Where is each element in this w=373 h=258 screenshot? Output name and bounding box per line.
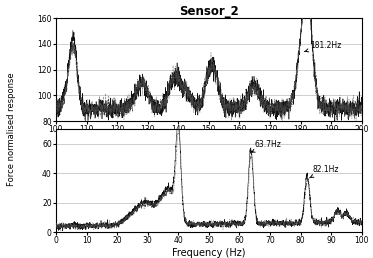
Text: 181.2Hz: 181.2Hz bbox=[304, 41, 341, 52]
X-axis label: Frequency (Hz): Frequency (Hz) bbox=[172, 248, 246, 258]
Text: Force normalised response: Force normalised response bbox=[7, 72, 16, 186]
Text: 63.7Hz: 63.7Hz bbox=[252, 140, 282, 152]
Title: Sensor_2: Sensor_2 bbox=[179, 5, 239, 18]
Text: 82.1Hz: 82.1Hz bbox=[310, 165, 339, 178]
